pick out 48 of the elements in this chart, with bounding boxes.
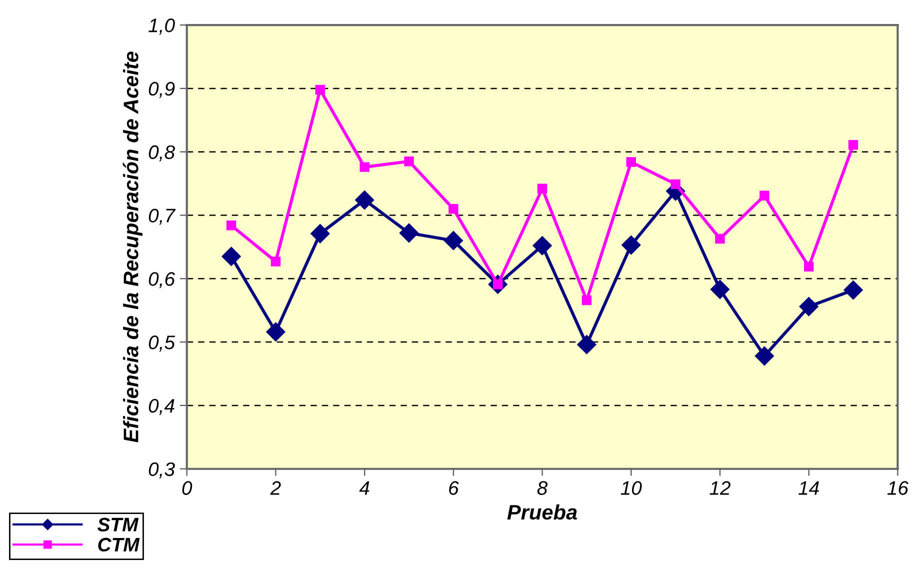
point xyxy=(448,204,458,214)
point xyxy=(844,280,863,300)
point xyxy=(532,236,552,256)
point xyxy=(270,256,281,266)
point xyxy=(310,224,330,244)
x-tick-label: 14 xyxy=(798,481,819,495)
point xyxy=(626,157,636,167)
point xyxy=(754,346,774,366)
point xyxy=(537,184,548,194)
x-tick-label: 4 xyxy=(359,481,370,495)
point xyxy=(582,295,592,306)
point xyxy=(360,162,370,172)
y-tick-label: 0,5 xyxy=(148,336,176,352)
point xyxy=(710,280,730,299)
x-tick-label: 16 xyxy=(887,481,908,495)
y-tick-label: 0,6 xyxy=(148,272,176,288)
point xyxy=(315,84,326,95)
point xyxy=(399,223,419,243)
point xyxy=(577,335,596,354)
y-tick-label: 0,3 xyxy=(148,462,175,478)
point xyxy=(404,156,414,166)
point xyxy=(444,231,463,250)
y-tick-label: 0,7 xyxy=(148,208,176,225)
point xyxy=(848,140,858,150)
point xyxy=(266,322,286,342)
y-tick-label: 1,0 xyxy=(148,18,175,35)
y-tick-label: 0,9 xyxy=(148,82,175,98)
y-axis-title: Eficiencia de la Recuperación de Aceite xyxy=(122,52,142,442)
x-tick-label: 10 xyxy=(620,481,642,495)
point xyxy=(804,262,814,272)
point xyxy=(760,190,770,200)
legend-label: CTM xyxy=(98,538,140,552)
x-tick-label: 8 xyxy=(537,481,548,495)
x-tick-label: 12 xyxy=(710,481,731,495)
point xyxy=(226,220,236,230)
x-axis-title: Prueba xyxy=(507,504,577,520)
point xyxy=(799,297,818,316)
point xyxy=(355,190,374,210)
point xyxy=(622,236,641,255)
point xyxy=(222,246,241,266)
point xyxy=(715,234,725,244)
y-tick-label: 0,4 xyxy=(148,398,174,415)
point xyxy=(670,179,680,190)
x-tick-label: 6 xyxy=(449,481,459,495)
x-tick-label: 2 xyxy=(270,481,281,495)
y-tick-label: 0,8 xyxy=(148,145,175,162)
x-tick-label: 0 xyxy=(182,481,192,495)
legend-label: STM xyxy=(97,518,139,532)
